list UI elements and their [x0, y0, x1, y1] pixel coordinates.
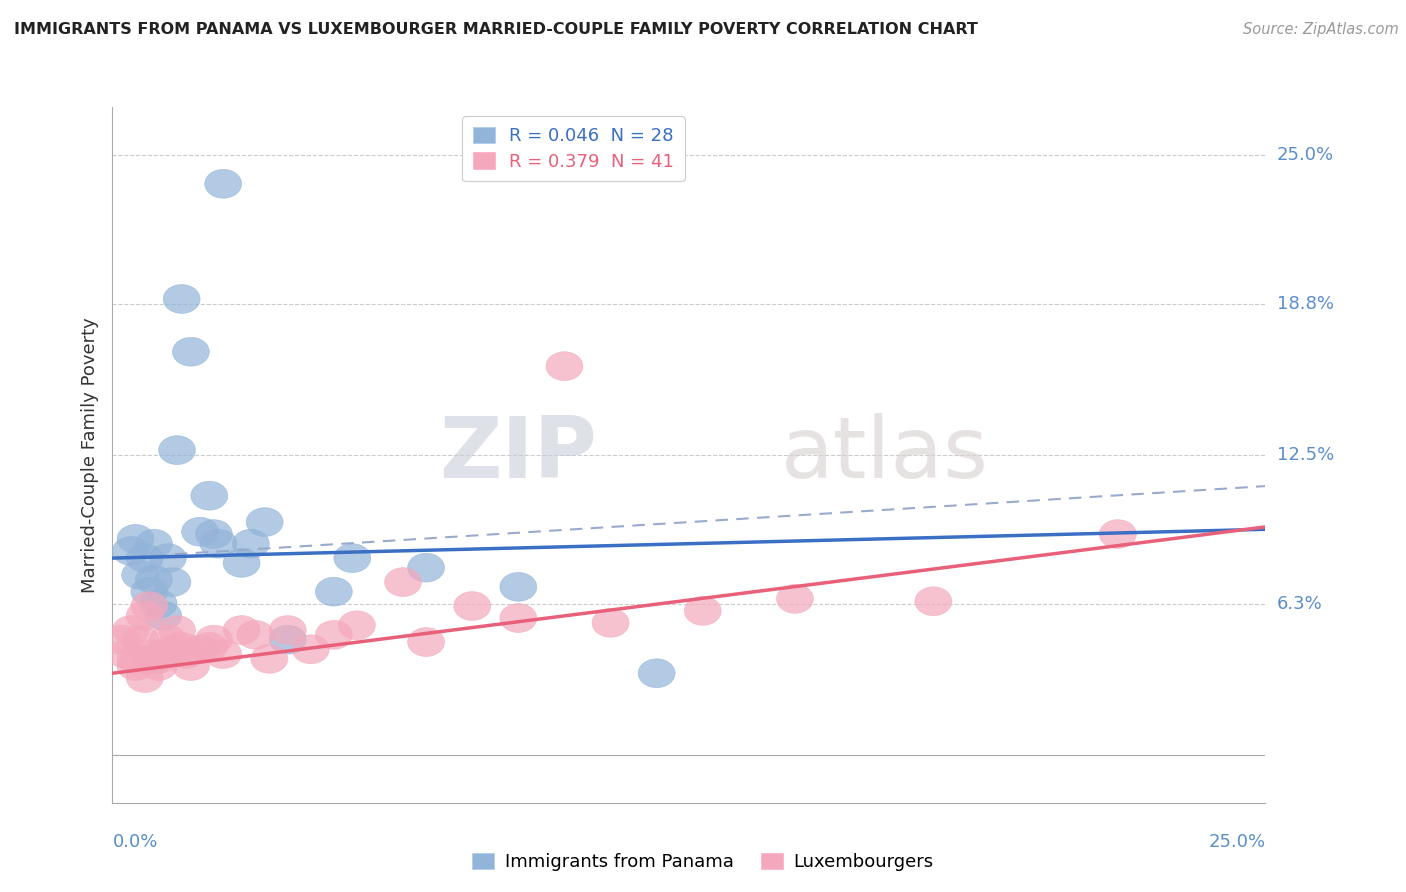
- Ellipse shape: [205, 640, 242, 668]
- Ellipse shape: [250, 644, 288, 673]
- Ellipse shape: [163, 632, 200, 661]
- Ellipse shape: [776, 584, 814, 614]
- Text: 6.3%: 6.3%: [1277, 595, 1322, 613]
- Ellipse shape: [103, 625, 141, 654]
- Ellipse shape: [385, 567, 422, 597]
- Ellipse shape: [638, 659, 675, 688]
- Ellipse shape: [501, 573, 537, 601]
- Ellipse shape: [315, 621, 353, 649]
- Ellipse shape: [131, 577, 167, 606]
- Ellipse shape: [149, 544, 186, 573]
- Ellipse shape: [333, 544, 371, 573]
- Ellipse shape: [1099, 520, 1136, 549]
- Ellipse shape: [127, 664, 163, 692]
- Text: 18.8%: 18.8%: [1277, 294, 1333, 313]
- Ellipse shape: [224, 615, 260, 644]
- Text: IMMIGRANTS FROM PANAMA VS LUXEMBOURGER MARRIED-COUPLE FAMILY POVERTY CORRELATION: IMMIGRANTS FROM PANAMA VS LUXEMBOURGER M…: [14, 22, 979, 37]
- Ellipse shape: [127, 544, 163, 573]
- Ellipse shape: [149, 625, 186, 654]
- Ellipse shape: [159, 615, 195, 644]
- Ellipse shape: [238, 621, 274, 649]
- Ellipse shape: [232, 529, 270, 558]
- Ellipse shape: [167, 640, 205, 668]
- Ellipse shape: [191, 632, 228, 661]
- Text: 25.0%: 25.0%: [1208, 833, 1265, 851]
- Ellipse shape: [685, 597, 721, 625]
- Ellipse shape: [127, 601, 163, 630]
- Ellipse shape: [315, 577, 353, 606]
- Ellipse shape: [181, 635, 218, 664]
- Ellipse shape: [270, 615, 307, 644]
- Ellipse shape: [117, 524, 155, 553]
- Ellipse shape: [145, 640, 181, 668]
- Text: Source: ZipAtlas.com: Source: ZipAtlas.com: [1243, 22, 1399, 37]
- Ellipse shape: [108, 640, 145, 668]
- Legend: R = 0.046  N = 28, R = 0.379  N = 41: R = 0.046 N = 28, R = 0.379 N = 41: [463, 116, 685, 181]
- Text: 0.0%: 0.0%: [112, 833, 157, 851]
- Ellipse shape: [339, 611, 375, 640]
- Ellipse shape: [173, 337, 209, 366]
- Ellipse shape: [145, 601, 181, 630]
- Ellipse shape: [117, 652, 155, 681]
- Ellipse shape: [915, 587, 952, 615]
- Ellipse shape: [141, 590, 177, 618]
- Ellipse shape: [181, 517, 218, 546]
- Ellipse shape: [408, 628, 444, 657]
- Text: 12.5%: 12.5%: [1277, 446, 1334, 464]
- Text: 25.0%: 25.0%: [1277, 146, 1334, 164]
- Ellipse shape: [159, 435, 195, 465]
- Ellipse shape: [200, 529, 238, 558]
- Ellipse shape: [117, 644, 155, 673]
- Ellipse shape: [270, 625, 307, 654]
- Ellipse shape: [163, 285, 200, 313]
- Text: atlas: atlas: [782, 413, 990, 497]
- Ellipse shape: [592, 608, 628, 637]
- Ellipse shape: [112, 536, 149, 566]
- Ellipse shape: [408, 553, 444, 582]
- Ellipse shape: [122, 625, 159, 654]
- Legend: Immigrants from Panama, Luxembourgers: Immigrants from Panama, Luxembourgers: [465, 846, 941, 879]
- Text: ZIP: ZIP: [439, 413, 596, 497]
- Ellipse shape: [135, 644, 173, 673]
- Ellipse shape: [191, 482, 228, 510]
- Ellipse shape: [292, 635, 329, 664]
- Ellipse shape: [122, 560, 159, 590]
- Ellipse shape: [155, 635, 191, 664]
- Ellipse shape: [135, 566, 173, 594]
- Ellipse shape: [112, 615, 149, 644]
- Ellipse shape: [131, 640, 167, 668]
- Ellipse shape: [135, 529, 173, 558]
- Ellipse shape: [195, 625, 232, 654]
- Ellipse shape: [131, 591, 167, 621]
- Ellipse shape: [501, 604, 537, 632]
- Ellipse shape: [224, 549, 260, 577]
- Ellipse shape: [246, 508, 283, 536]
- Ellipse shape: [454, 591, 491, 621]
- Ellipse shape: [173, 652, 209, 681]
- Y-axis label: Married-Couple Family Poverty: Married-Couple Family Poverty: [80, 317, 98, 593]
- Ellipse shape: [546, 351, 583, 381]
- Ellipse shape: [141, 644, 177, 673]
- Ellipse shape: [195, 520, 232, 549]
- Ellipse shape: [155, 567, 191, 597]
- Ellipse shape: [205, 169, 242, 198]
- Ellipse shape: [141, 652, 177, 681]
